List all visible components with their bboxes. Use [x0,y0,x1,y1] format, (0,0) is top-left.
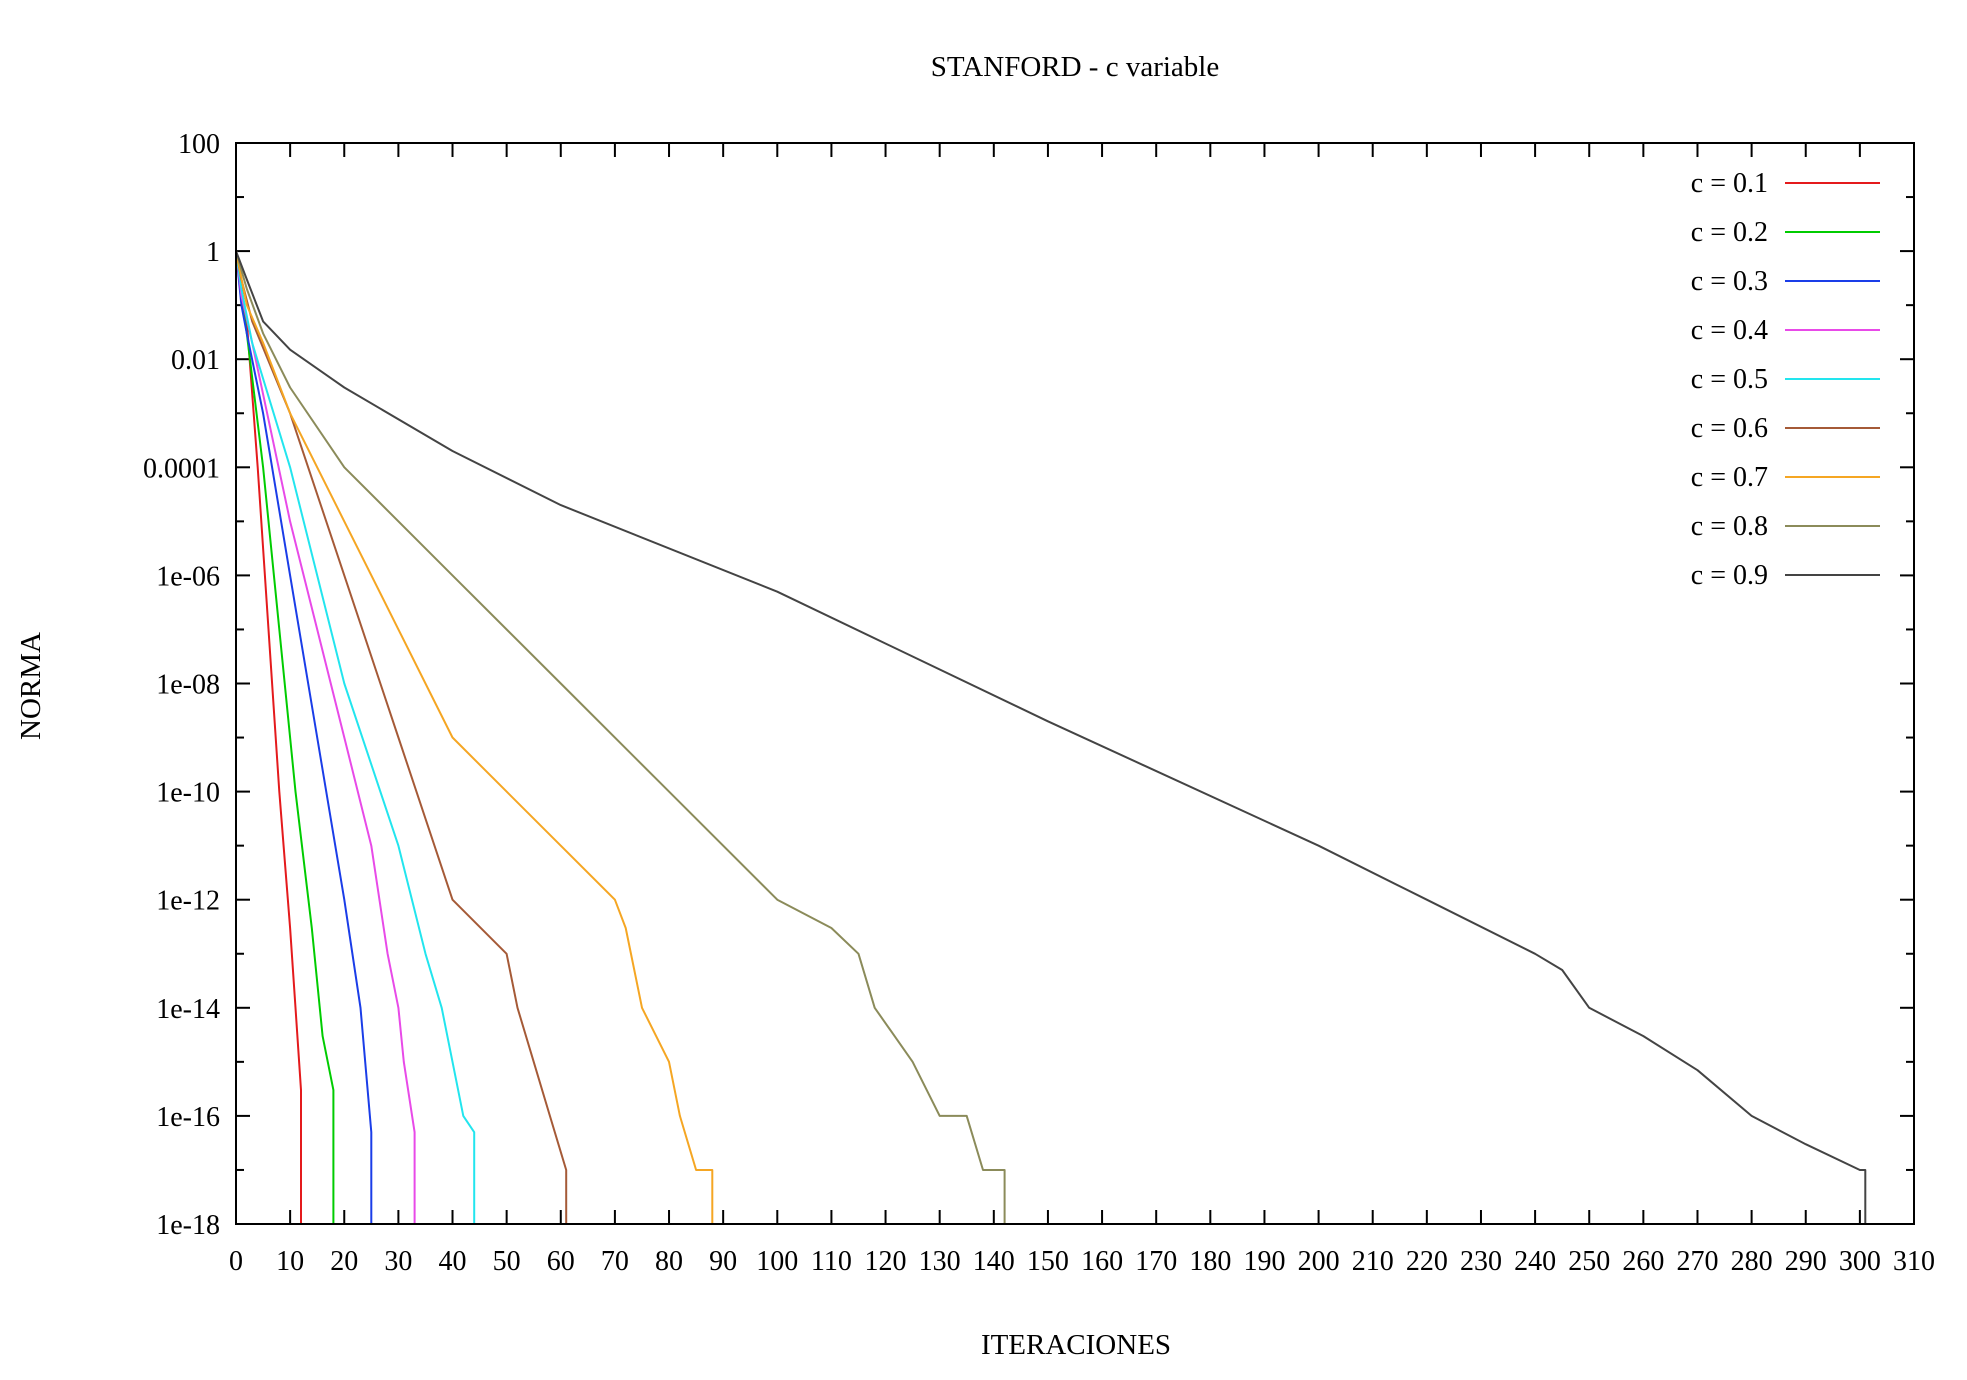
axis-tick-labels: 0 10 20 30 40 50 60 70 80 90 100 110 120 130 140 150 160… [143,129,1935,1277]
x-tick-label: 290 [1785,1246,1827,1277]
y-tick-label: 100 [178,129,220,160]
y-tick-label: 0.01 [171,345,220,376]
x-tick-label: 180 [1189,1246,1231,1277]
series-line-9 [235,250,1867,1224]
x-tick-label: 300 [1839,1246,1881,1277]
x-tick-label: 110 [811,1246,852,1277]
y-tick-label: 1e-14 [156,994,220,1025]
series-line-3 [235,251,373,1224]
x-tick-label: 120 [865,1246,907,1277]
legend: c = 0.1 c = 0.2 c = 0.3 c = 0.4 c = 0.5 c = 0… [1691,168,1880,591]
x-tick-label: 260 [1622,1246,1664,1277]
series-line-5 [235,250,476,1224]
axis-ticks [235,142,1915,1225]
x-tick-label: 30 [384,1246,412,1277]
y-tick-label: 1 [206,237,220,268]
x-tick-label: 140 [973,1246,1015,1277]
x-tick-label: 220 [1406,1246,1448,1277]
x-tick-label: 0 [229,1246,243,1277]
legend-label: c = 0.5 [1691,364,1768,395]
x-tick-label: 270 [1676,1246,1718,1277]
legend-label: c = 0.2 [1691,217,1768,248]
x-tick-label: 200 [1298,1246,1340,1277]
legend-label: c = 0.8 [1691,511,1768,542]
x-tick-label: 210 [1352,1246,1394,1277]
x-tick-label: 100 [756,1246,798,1277]
y-tick-label: 1e-06 [156,561,220,592]
legend-label: c = 0.7 [1691,462,1768,493]
x-axis-label: ITERACIONES [981,1329,1171,1361]
legend-label: c = 0.6 [1691,413,1768,444]
series-line-7 [235,250,714,1224]
x-tick-label: 280 [1731,1246,1773,1277]
series-line-8 [235,250,1006,1224]
x-tick-label: 10 [276,1246,304,1277]
x-tick-label: 150 [1027,1246,1069,1277]
chart-title: STANFORD - c variable [931,51,1219,83]
x-tick-label: 90 [709,1246,737,1277]
x-tick-label: 250 [1568,1246,1610,1277]
y-tick-label: 1e-10 [156,778,220,809]
x-tick-label: 310 [1893,1246,1935,1277]
x-tick-label: 70 [601,1246,629,1277]
x-tick-label: 20 [330,1246,358,1277]
y-tick-label: 0.0001 [143,453,220,484]
x-tick-label: 60 [547,1246,575,1277]
plot-frame [235,142,1915,1225]
x-tick-label: 40 [439,1246,467,1277]
x-tick-label: 240 [1514,1246,1556,1277]
x-tick-label: 230 [1460,1246,1502,1277]
x-tick-label: 190 [1243,1246,1285,1277]
y-tick-label: 1e-18 [156,1210,220,1241]
legend-label: c = 0.9 [1691,560,1768,591]
y-tick-label: 1e-12 [156,886,220,917]
legend-label: c = 0.1 [1691,168,1768,199]
legend-label: c = 0.3 [1691,266,1768,297]
y-tick-label: 1e-16 [156,1102,220,1133]
x-tick-label: 80 [655,1246,683,1277]
x-tick-label: 50 [493,1246,521,1277]
series-line-6 [235,250,568,1224]
legend-label: c = 0.4 [1691,315,1768,346]
y-tick-label: 1e-08 [156,670,220,701]
x-tick-label: 170 [1135,1246,1177,1277]
y-axis-label: NORMA [15,632,47,740]
plot-series [235,250,1867,1224]
x-tick-label: 130 [919,1246,961,1277]
series-line-2 [235,250,335,1224]
x-tick-label: 160 [1081,1246,1123,1277]
